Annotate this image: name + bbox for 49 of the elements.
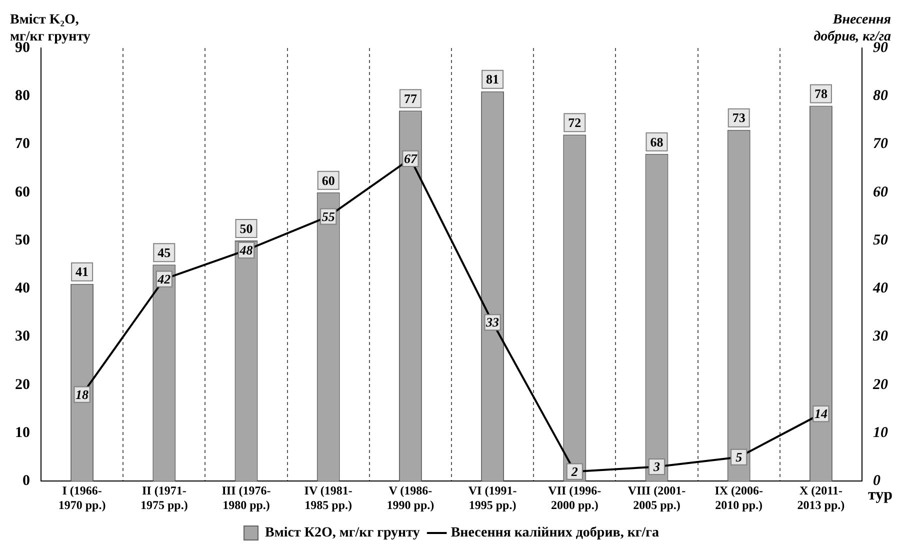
y2-tick-label: 30	[872, 328, 888, 345]
x-tick-label: III (1976-1980 рр.)	[222, 483, 271, 512]
x-tick-label: IV (1981-1985 рр.)	[304, 483, 352, 512]
data-label: 68	[650, 134, 664, 150]
x-tick-label: VII (1996-2000 рр.)	[548, 483, 602, 512]
y2-tick-label: 20	[872, 376, 888, 393]
data-label: 5	[736, 449, 743, 464]
y-tick-label: 60	[15, 184, 30, 200]
y2-tick-label: 50	[873, 232, 888, 248]
y-tick-label: 70	[15, 136, 30, 152]
data-label: 81	[486, 72, 500, 87]
y2-tick-label: 10	[873, 424, 888, 441]
x-tick-label: I (1966-1970 рр.)	[58, 483, 106, 512]
legend-label: Внесення калійних добрив, кг/га	[450, 526, 660, 541]
y2-tick-label: 70	[873, 136, 888, 152]
data-label: 42	[156, 271, 172, 286]
y-tick-label: 30	[15, 328, 30, 345]
y-tick-label: 80	[15, 88, 30, 104]
legend-label: Вміст К2О, мг/кг грунту	[265, 526, 420, 541]
data-label: 55	[322, 208, 336, 224]
x-tick-label: IX (2006-2010 рр.)	[714, 483, 764, 512]
y2-tick-label: 40	[872, 280, 888, 297]
y2-tick-label: 80	[873, 88, 888, 104]
y-tick-label: 40	[15, 280, 30, 297]
data-label: 72	[568, 115, 582, 130]
data-label: 60	[322, 172, 335, 188]
data-label: 41	[76, 264, 89, 280]
data-label: 48	[238, 242, 254, 258]
x-tick-label: X (2011-2013 рр.)	[797, 483, 845, 512]
data-label: 3	[652, 459, 660, 474]
data-label: 18	[76, 386, 90, 402]
x-tick-label: VI (1991-1995 рр.)	[468, 483, 517, 512]
x-tick-label: VIII (2001-2005 рр.)	[628, 483, 686, 512]
data-label: 33	[485, 314, 500, 330]
y2-tick-label: 60	[873, 184, 888, 200]
data-label: 73	[732, 110, 746, 126]
y-tick-label: 50	[15, 232, 30, 248]
data-label: 50	[240, 220, 253, 236]
x-tick-label: II (1971-1975 рр.)	[140, 483, 188, 512]
data-label: 2	[570, 464, 578, 479]
data-label: 67	[404, 151, 418, 166]
data-label: 78	[814, 86, 828, 102]
y-tick-label: 0	[22, 473, 30, 490]
data-label: 77	[404, 90, 418, 106]
y-tick-label: 10	[15, 424, 30, 441]
y-tick-label: 20	[15, 376, 30, 393]
data-label: 45	[158, 244, 172, 260]
x-tick-label: V (1986-1990 рр.)	[386, 483, 434, 512]
data-label: 14	[814, 406, 828, 422]
